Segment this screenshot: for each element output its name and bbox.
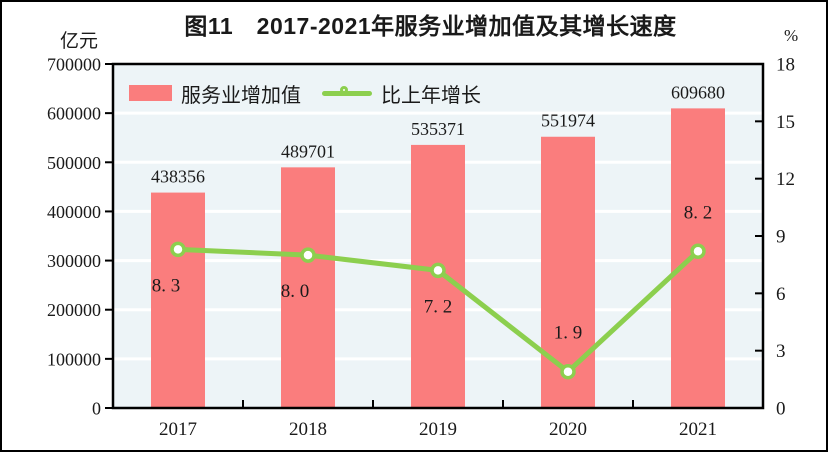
bar-series-label: 服务业增加值 <box>181 84 301 107</box>
left-axis-tick-label: 0 <box>92 399 101 419</box>
right-axis-tick-label: 0 <box>776 399 786 420</box>
line-marker <box>170 241 186 258</box>
bar-value-label: 535371 <box>411 119 465 139</box>
left-axis-tick-label: 400000 <box>47 202 101 222</box>
x-axis-label: 2017 <box>159 419 197 440</box>
x-axis-label: 2020 <box>549 419 587 440</box>
line-sample-stroke <box>322 91 372 96</box>
bar-value-label: 489701 <box>281 141 335 161</box>
bar-value-label: 551974 <box>541 111 595 131</box>
chart-title: 图11 2017-2021年服务业增加值及其增长速度 <box>184 13 677 39</box>
growth-value-label: 7. 2 <box>424 296 453 317</box>
left-axis-tick-label: 600000 <box>47 104 101 124</box>
x-axis-label: 2019 <box>419 419 457 440</box>
growth-value-label: 8. 3 <box>152 275 181 296</box>
right-axis-tick-label: 18 <box>776 55 795 76</box>
line-marker <box>690 243 706 260</box>
left-axis-tick-label: 700000 <box>47 55 101 75</box>
line-sample-marker-icon <box>340 86 348 94</box>
growth-value-label: 1. 9 <box>554 323 583 344</box>
bar-value-label: 609680 <box>671 82 725 102</box>
right-axis-unit: % <box>784 26 799 45</box>
right-axis-tick-label: 6 <box>776 284 786 305</box>
growth-value-label: 8. 2 <box>684 202 713 223</box>
left-axis-unit: 亿元 <box>60 31 99 52</box>
chart-legend: 服务业增加值 比上年增长 <box>129 83 481 107</box>
line-series-label: 比上年增长 <box>381 84 481 107</box>
left-axis-tick-label: 100000 <box>47 349 101 369</box>
bar-2020 <box>541 136 595 408</box>
bar-2017 <box>151 192 205 408</box>
right-axis-tick-label: 12 <box>776 169 795 190</box>
x-axis-label: 2018 <box>289 419 327 440</box>
line-marker <box>300 247 316 263</box>
line-marker <box>560 363 576 380</box>
growth-value-label: 8. 0 <box>281 281 310 302</box>
bar-series-swatch <box>129 85 172 101</box>
right-axis-tick-label: 9 <box>776 227 786 248</box>
left-axis-tick-label: 200000 <box>47 300 101 320</box>
left-axis-tick-label: 300000 <box>47 251 101 271</box>
right-axis-tick-label: 15 <box>776 112 795 133</box>
bar-value-label: 438356 <box>151 167 205 187</box>
left-axis-tick-label: 500000 <box>47 153 101 173</box>
line-series-sample <box>322 86 372 100</box>
line-marker <box>430 262 446 279</box>
x-axis-label: 2021 <box>679 419 717 440</box>
bar-2018 <box>281 167 335 408</box>
right-axis-tick-label: 3 <box>776 341 786 362</box>
